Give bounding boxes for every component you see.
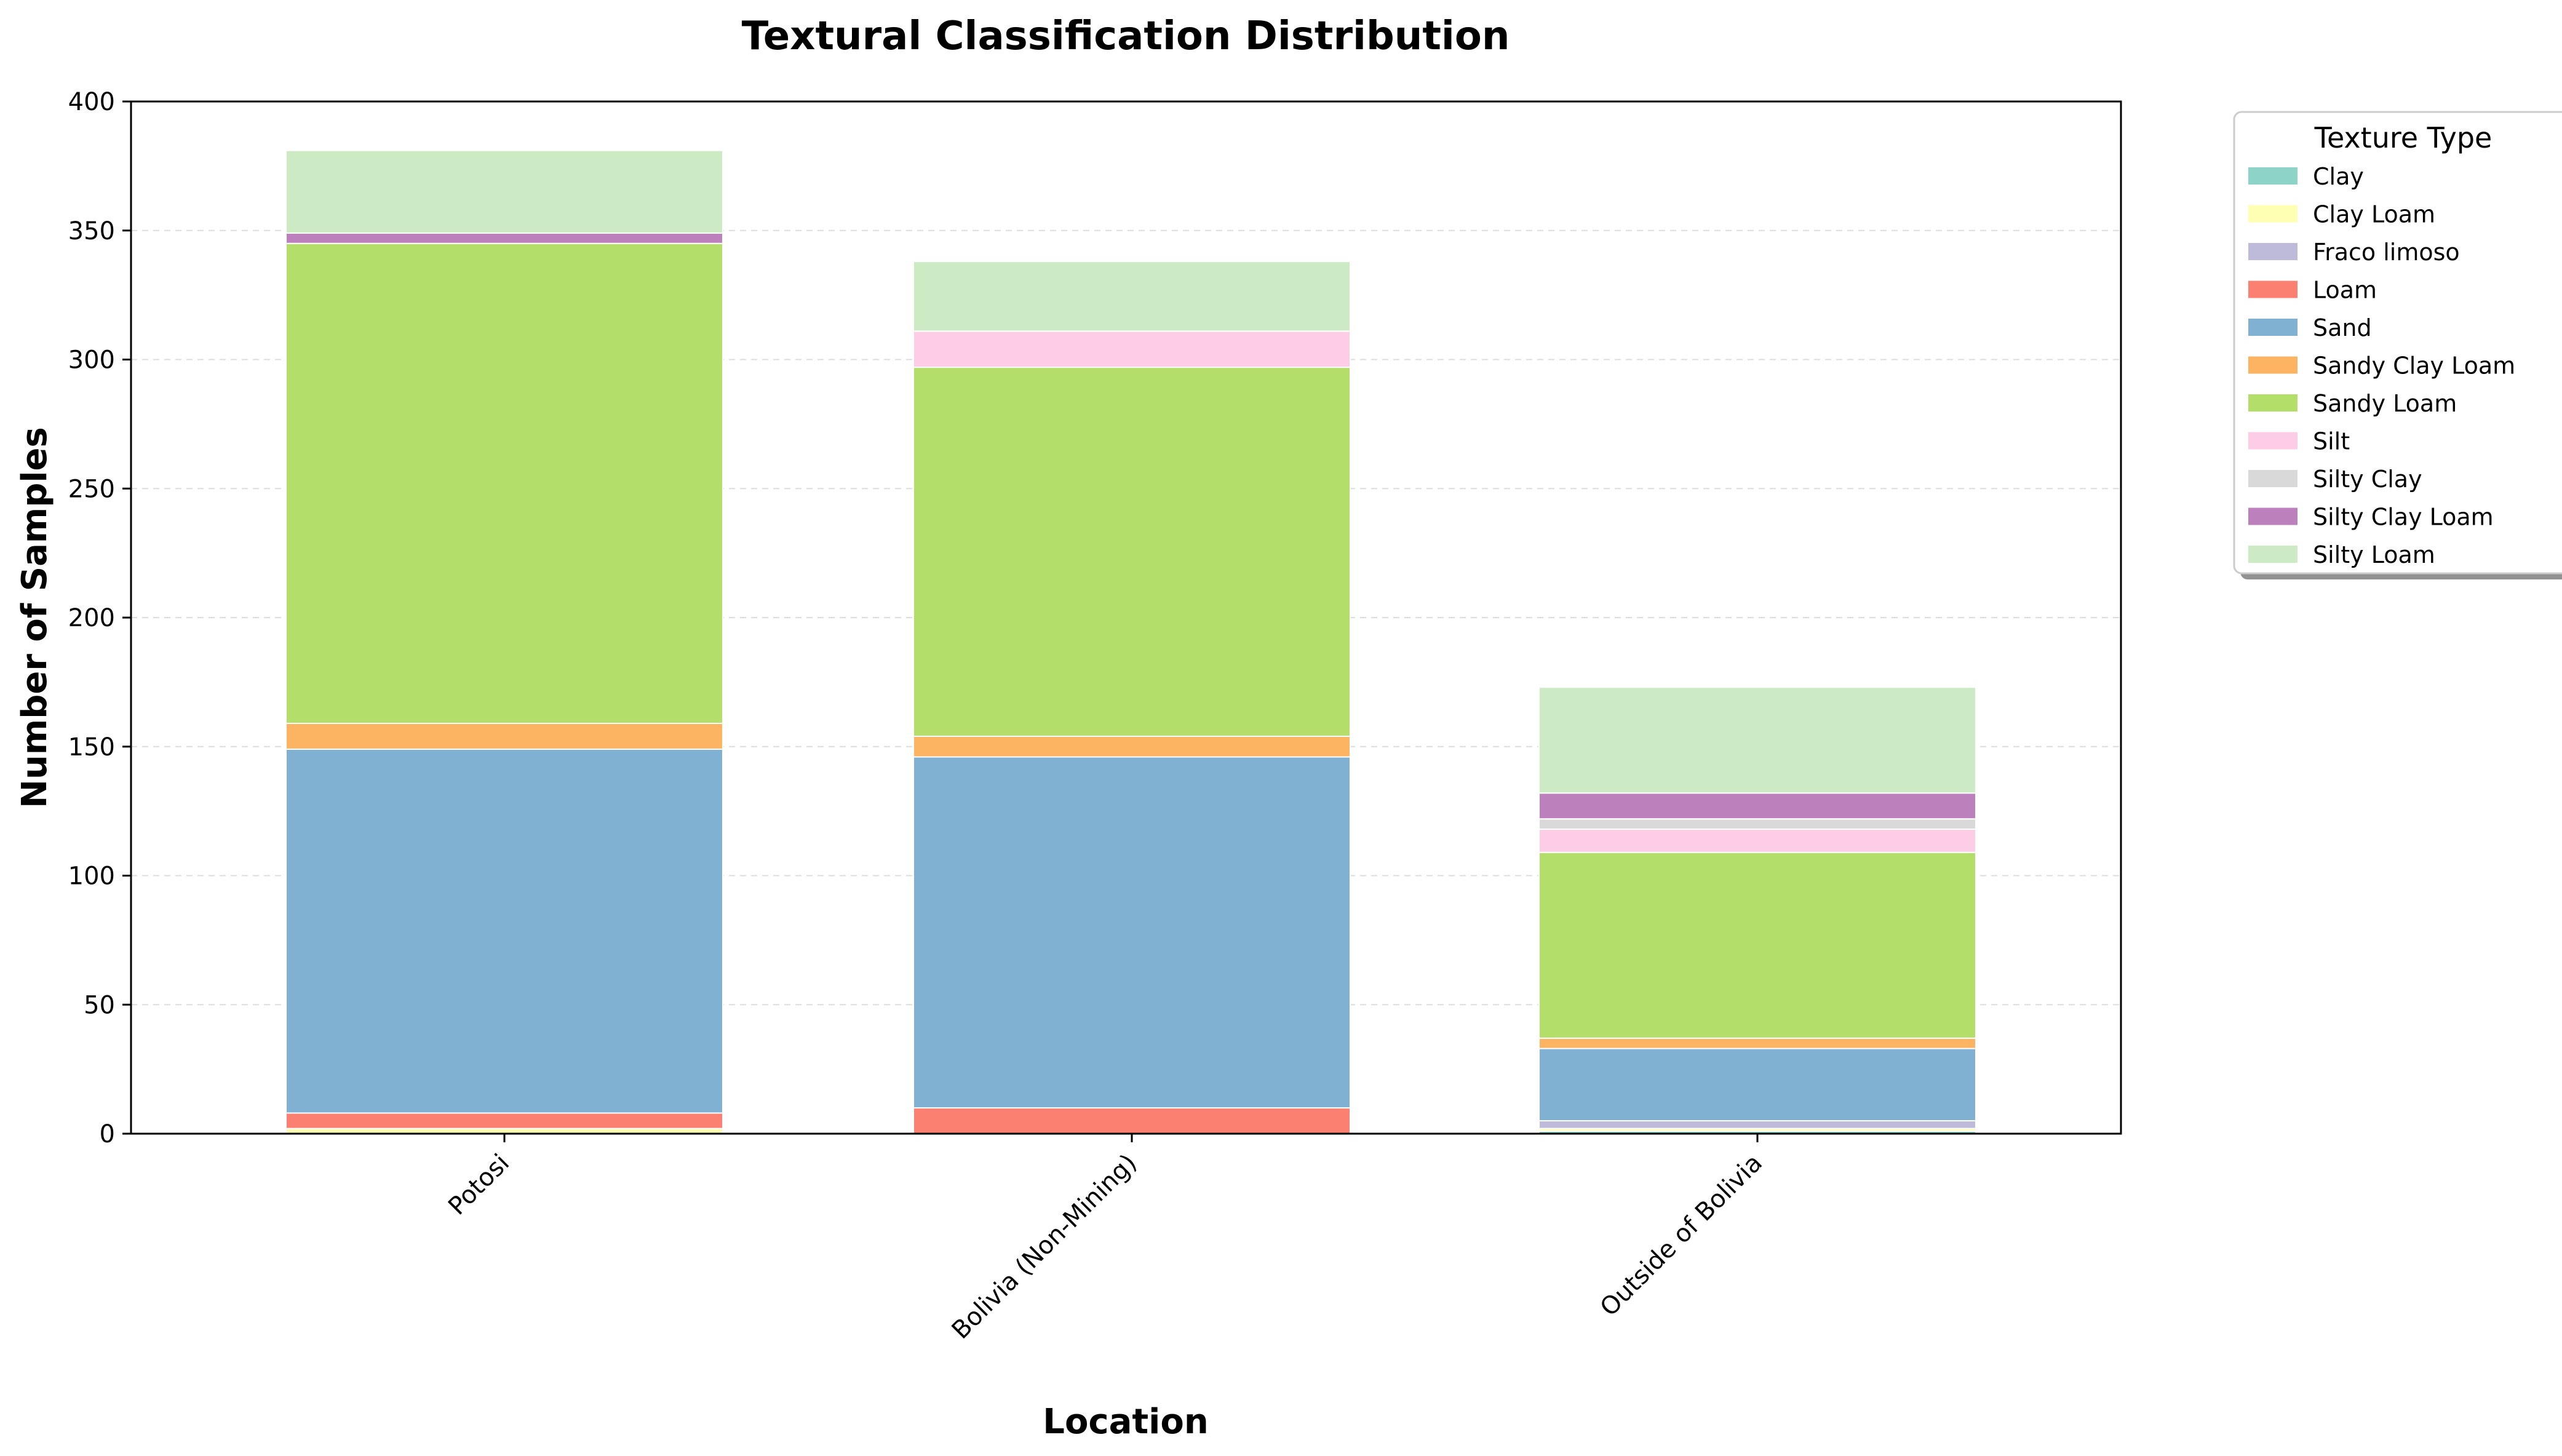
legend-swatch [2248, 319, 2297, 336]
bar-segment-silty-clay-loam [285, 232, 723, 244]
y-tick-label: 350 [68, 217, 115, 245]
legend-label: Sandy Loam [2313, 390, 2457, 417]
bars [285, 149, 1976, 1135]
bar-segment-silty-clay-loam [1538, 792, 1976, 820]
bar-segment-sandy-clay-loam [1538, 1037, 1976, 1049]
bar-segment-silty-loam [1538, 686, 1976, 794]
y-tick-label: 400 [68, 88, 115, 116]
bar-segment-silty-loam [913, 261, 1351, 332]
bar-segment-fraco-limoso [1538, 1120, 1976, 1129]
legend-swatch [2248, 356, 2297, 374]
legend-label: Clay [2313, 163, 2364, 190]
legend-swatch [2248, 432, 2297, 450]
bar-segment-sand [913, 756, 1351, 1109]
y-tick-label: 250 [68, 475, 115, 503]
y-tick-label: 300 [68, 346, 115, 375]
legend-swatch [2248, 470, 2297, 487]
legend-label: Silty Clay Loam [2313, 504, 2494, 531]
bar-segment-sandy-clay-loam [913, 735, 1351, 758]
y-tick-label: 0 [100, 1120, 115, 1148]
legend-label: Clay Loam [2313, 201, 2435, 228]
y-axis-label: Number of Samples [15, 427, 55, 808]
x-axis-label: Location [1043, 1402, 1208, 1442]
legend-label: Fraco limoso [2313, 239, 2460, 266]
bar-segment-sand [1538, 1048, 1976, 1122]
legend-swatch [2248, 280, 2297, 298]
bar-segment-silt [1538, 828, 1976, 853]
bar-segment-loam [285, 1112, 723, 1129]
bar-segment-sandy-loam [913, 367, 1351, 737]
legend-items: Clay Clay Loam Fraco limoso Loam Sand Sandy C… [2248, 163, 2515, 568]
legend-swatch [2248, 167, 2297, 185]
legend-swatch [2248, 243, 2297, 260]
legend-label: Loam [2313, 277, 2377, 304]
legend-label: Sand [2313, 314, 2372, 341]
legend-title: Texture Type [2314, 121, 2492, 154]
bar-segment-sandy-loam [285, 242, 723, 724]
chart-title: Textural Classification Distribution [742, 14, 1510, 59]
legend-swatch [2248, 205, 2297, 223]
legend-label: Silty Clay [2313, 466, 2422, 493]
bar-segment-sandy-loam [1538, 851, 1976, 1039]
legend-swatch [2248, 507, 2297, 525]
legend-box [2233, 111, 2562, 575]
y-tick-label: 200 [68, 604, 115, 632]
y-tick-label: 100 [68, 862, 115, 891]
bar-segment-silty-loam [285, 149, 723, 234]
y-axis-ticks: 0 50 100 150 200 250 300 350 400 [68, 88, 131, 1148]
bar-segment-sand [285, 748, 723, 1114]
legend: Texture Type Clay Clay Loam Fraco limoso Lo… [2233, 111, 2562, 579]
bar-segment-silty-clay [1538, 818, 1976, 830]
bar-segment-sandy-clay-loam [285, 722, 723, 750]
y-tick-label: 50 [84, 991, 115, 1019]
legend-label: Silty Loam [2313, 541, 2435, 568]
bar-segment-loam [913, 1107, 1351, 1135]
y-tick-label: 150 [68, 733, 115, 762]
bar-segment-silt [913, 330, 1351, 368]
legend-swatch [2248, 546, 2297, 563]
legend-swatch [2248, 394, 2297, 412]
legend-label: Silt [2313, 428, 2350, 455]
legend-label: Sandy Clay Loam [2313, 352, 2515, 380]
